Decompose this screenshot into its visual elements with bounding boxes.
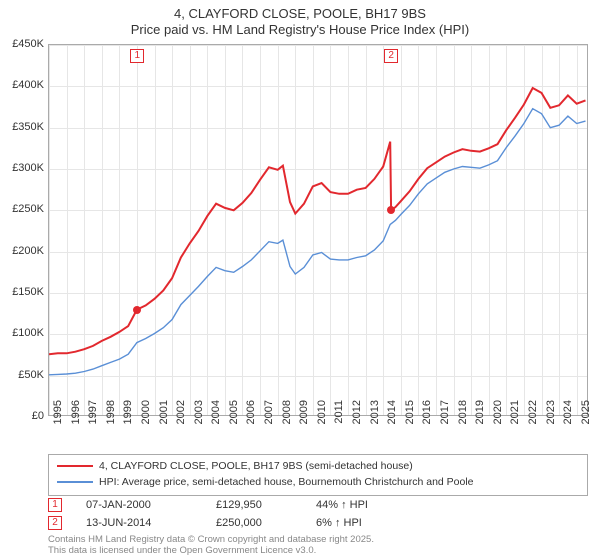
footer-line2: This data is licensed under the Open Gov… (48, 545, 374, 556)
sales-row-date: 07-JAN-2000 (86, 499, 216, 511)
x-axis-label: 2008 (281, 400, 293, 440)
title-subtitle: Price paid vs. HM Land Registry's House … (0, 22, 600, 38)
x-axis-label: 2002 (175, 400, 187, 440)
sale-marker-dot (133, 306, 141, 314)
chart-lines (49, 45, 589, 417)
x-axis-label: 2000 (140, 400, 152, 440)
sales-row-date: 13-JUN-2014 (86, 517, 216, 529)
x-axis-label: 2017 (439, 400, 451, 440)
x-axis-label: 2023 (545, 400, 557, 440)
x-axis-label: 2005 (228, 400, 240, 440)
x-axis-label: 2010 (316, 400, 328, 440)
x-axis-label: 2024 (562, 400, 574, 440)
x-axis-label: 1998 (105, 400, 117, 440)
legend-label: HPI: Average price, semi-detached house,… (99, 476, 474, 488)
x-axis-label: 2013 (369, 400, 381, 440)
sales-row-pct: 44% ↑ HPI (316, 499, 416, 511)
x-axis-label: 2001 (158, 400, 170, 440)
series-line (49, 88, 586, 354)
x-axis-label: 2022 (527, 400, 539, 440)
x-axis-label: 2016 (421, 400, 433, 440)
sale-marker-box: 2 (384, 49, 398, 63)
chart-title: 4, CLAYFORD CLOSE, POOLE, BH17 9BS Price… (0, 0, 600, 39)
legend-swatch (57, 481, 93, 483)
x-axis-label: 2007 (263, 400, 275, 440)
x-axis-label: 2009 (298, 400, 310, 440)
sale-marker-dot (387, 206, 395, 214)
sales-row-num: 2 (48, 516, 62, 530)
legend-swatch (57, 465, 93, 467)
sales-row: 1 07-JAN-2000£129,95044% ↑ HPI (48, 496, 416, 514)
x-axis-label: 1997 (87, 400, 99, 440)
y-axis-label: £150K (4, 286, 44, 298)
x-axis-label: 2006 (245, 400, 257, 440)
x-axis-label: 1999 (122, 400, 134, 440)
y-axis-label: £50K (4, 369, 44, 381)
x-axis-label: 2020 (492, 400, 504, 440)
legend-label: 4, CLAYFORD CLOSE, POOLE, BH17 9BS (semi… (99, 460, 413, 472)
x-axis-label: 2019 (474, 400, 486, 440)
legend: 4, CLAYFORD CLOSE, POOLE, BH17 9BS (semi… (48, 454, 588, 496)
x-axis-label: 1995 (52, 400, 64, 440)
y-axis-label: £250K (4, 203, 44, 215)
x-axis-label: 2025 (580, 400, 592, 440)
sales-row-pct: 6% ↑ HPI (316, 517, 416, 529)
x-axis-label: 2018 (457, 400, 469, 440)
x-axis-label: 2015 (404, 400, 416, 440)
sales-row: 2 13-JUN-2014£250,0006% ↑ HPI (48, 514, 416, 532)
chart-plot-area: 12 (48, 44, 588, 416)
y-axis-label: £200K (4, 245, 44, 257)
x-axis-label: 2004 (210, 400, 222, 440)
y-axis-label: £400K (4, 79, 44, 91)
x-axis-label: 2021 (509, 400, 521, 440)
x-axis-label: 2003 (193, 400, 205, 440)
x-axis-label: 2014 (386, 400, 398, 440)
x-axis-label: 1996 (70, 400, 82, 440)
title-address: 4, CLAYFORD CLOSE, POOLE, BH17 9BS (0, 6, 600, 22)
y-axis-label: £300K (4, 162, 44, 174)
y-axis-label: £0 (4, 410, 44, 422)
y-axis-label: £100K (4, 327, 44, 339)
legend-item: 4, CLAYFORD CLOSE, POOLE, BH17 9BS (semi… (57, 459, 579, 475)
y-axis-label: £450K (4, 38, 44, 50)
series-line (49, 109, 586, 375)
sales-row-num: 1 (48, 498, 62, 512)
footer-line1: Contains HM Land Registry data © Crown c… (48, 534, 374, 545)
sales-table: 1 07-JAN-2000£129,95044% ↑ HPI 2 13-JUN-201… (48, 496, 416, 532)
y-axis-label: £350K (4, 121, 44, 133)
x-axis-label: 2012 (351, 400, 363, 440)
footer-attribution: Contains HM Land Registry data © Crown c… (48, 534, 374, 557)
sale-marker-box: 1 (130, 49, 144, 63)
sales-row-price: £250,000 (216, 517, 316, 529)
sales-row-price: £129,950 (216, 499, 316, 511)
legend-item: HPI: Average price, semi-detached house,… (57, 475, 579, 491)
x-axis-label: 2011 (333, 400, 345, 440)
